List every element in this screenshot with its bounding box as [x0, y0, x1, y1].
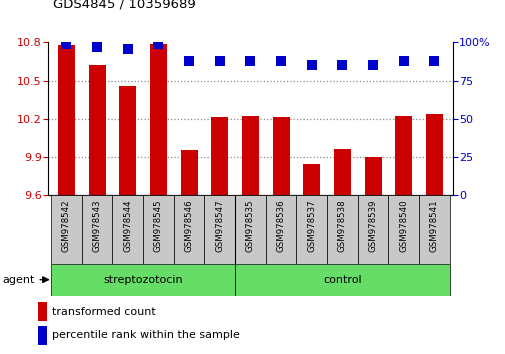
Text: GSM978544: GSM978544	[123, 200, 132, 252]
Point	[124, 46, 132, 51]
Point	[338, 62, 346, 68]
Bar	[303, 164, 320, 195]
Bar	[58, 45, 75, 195]
Bar	[51, 264, 235, 296]
Point	[185, 58, 193, 64]
Text: GDS4845 / 10359689: GDS4845 / 10359689	[53, 0, 195, 11]
Point	[62, 41, 70, 47]
Text: GSM978541: GSM978541	[429, 200, 438, 252]
Bar	[119, 86, 136, 195]
Point	[93, 44, 101, 50]
Text: transformed count: transformed count	[52, 307, 156, 316]
Text: GSM978543: GSM978543	[92, 200, 102, 252]
Point	[368, 62, 376, 68]
Text: GSM978540: GSM978540	[398, 200, 408, 252]
Bar	[82, 195, 112, 264]
Bar	[394, 116, 412, 195]
Bar	[211, 117, 228, 195]
Bar	[425, 114, 442, 195]
Point	[246, 58, 254, 64]
Point	[307, 62, 315, 68]
Bar	[235, 195, 265, 264]
Bar	[88, 65, 106, 195]
Bar	[357, 195, 388, 264]
Text: agent: agent	[3, 275, 35, 285]
Point	[154, 41, 162, 47]
Bar	[150, 44, 167, 195]
Bar	[388, 195, 418, 264]
Bar	[327, 195, 357, 264]
Bar	[235, 264, 449, 296]
Bar	[173, 195, 204, 264]
Text: GSM978538: GSM978538	[337, 200, 346, 252]
Bar	[204, 195, 235, 264]
Text: control: control	[323, 275, 361, 285]
Text: streptozotocin: streptozotocin	[103, 275, 183, 285]
Point	[215, 58, 223, 64]
Point	[277, 58, 285, 64]
Bar	[51, 195, 82, 264]
Point	[430, 58, 438, 64]
Text: GSM978536: GSM978536	[276, 200, 285, 252]
Text: GSM978542: GSM978542	[62, 200, 71, 252]
Bar	[112, 195, 143, 264]
Text: GSM978535: GSM978535	[245, 200, 255, 252]
Text: percentile rank within the sample: percentile rank within the sample	[52, 330, 239, 341]
Bar	[296, 195, 327, 264]
Point	[399, 58, 407, 64]
Bar	[143, 195, 173, 264]
Text: GSM978537: GSM978537	[307, 200, 316, 252]
Bar	[38, 326, 47, 344]
Bar	[364, 156, 381, 195]
Bar	[180, 150, 197, 195]
Bar	[265, 195, 296, 264]
Text: GSM978546: GSM978546	[184, 200, 193, 252]
Bar	[241, 116, 259, 195]
Text: GSM978545: GSM978545	[154, 200, 163, 252]
Text: GSM978547: GSM978547	[215, 200, 224, 252]
Text: GSM978539: GSM978539	[368, 200, 377, 252]
Bar	[418, 195, 449, 264]
Bar	[272, 117, 289, 195]
Bar	[38, 302, 47, 321]
Bar	[333, 149, 350, 195]
